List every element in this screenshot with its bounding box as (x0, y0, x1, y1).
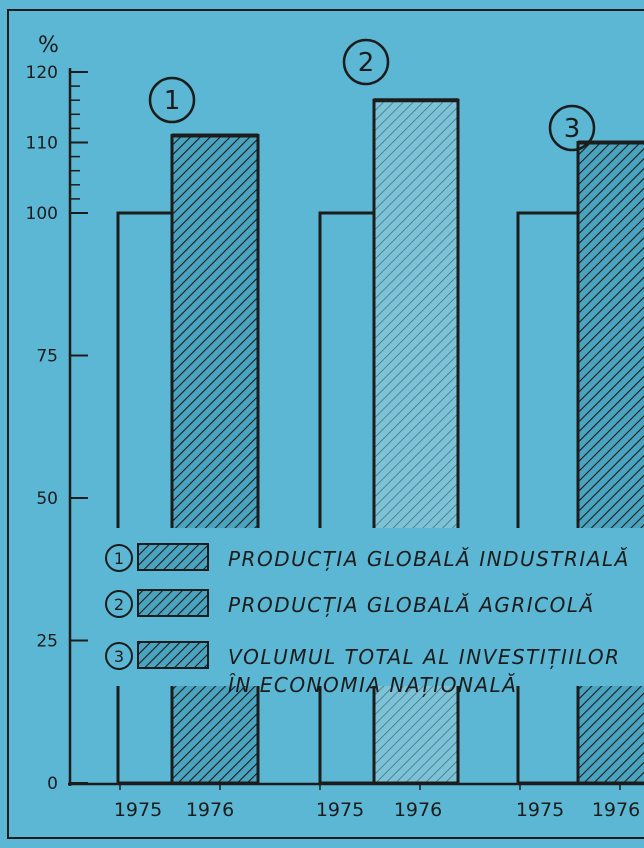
legend-swatch-2 (137, 589, 209, 617)
bar-group3-1975 (516, 211, 580, 785)
y-tick-label-25: 25 (36, 632, 58, 652)
x-tick-label: 1976 (592, 799, 640, 821)
y-tick-label-110: 110 (26, 134, 58, 154)
x-tick-label: 1976 (394, 799, 442, 821)
y-tick-label-120: 120 (26, 63, 58, 83)
x-tick-label: 1976 (186, 799, 234, 821)
y-tick-label-75: 75 (36, 347, 58, 367)
legend-label-2: PRODUCȚIA GLOBALĂ AGRICOLĂ (228, 593, 595, 617)
x-tick-label: 1975 (516, 799, 564, 821)
bar-group3-1976 (576, 141, 644, 785)
y-tick-label-50: 50 (36, 489, 58, 509)
group-marker-circle-1 (148, 76, 196, 124)
group-marker-circle-3 (548, 104, 596, 152)
legend-marker-circle-1 (105, 544, 133, 572)
group-marker-3: 3 (564, 114, 581, 144)
legend-label-3-line2: ÎN ECONOMIA NAȚIONALĂ (228, 673, 517, 697)
x-tick-label: 1975 (114, 799, 162, 821)
bar-group2-1975 (318, 211, 376, 785)
group-marker-2: 2 (358, 48, 375, 78)
y-tick-label-100: 100 (26, 204, 58, 224)
frame (7, 9, 644, 839)
legend-swatch-1 (137, 543, 209, 571)
legend-marker-circle-3 (105, 642, 133, 670)
legend-marker-circle-2 (105, 590, 133, 618)
legend-label-3: VOLUMUL TOTAL AL INVESTIȚIILOR (228, 645, 620, 669)
x-tick-label: 1975 (316, 799, 364, 821)
legend-marker-3: 3 (114, 647, 124, 666)
group-marker-1: 1 (164, 86, 181, 116)
legend-label-1: PRODUCȚIA GLOBALĂ INDUSTRIALĂ (228, 547, 630, 571)
y-axis-unit: % (38, 33, 59, 58)
legend-marker-1: 1 (114, 549, 124, 568)
group-marker-circle-2 (342, 38, 390, 86)
legend-marker-2: 2 (114, 595, 124, 614)
legend-swatch-3 (137, 641, 209, 669)
y-tick-label-0: 0 (47, 774, 58, 794)
bar-group1-1975 (116, 211, 174, 785)
